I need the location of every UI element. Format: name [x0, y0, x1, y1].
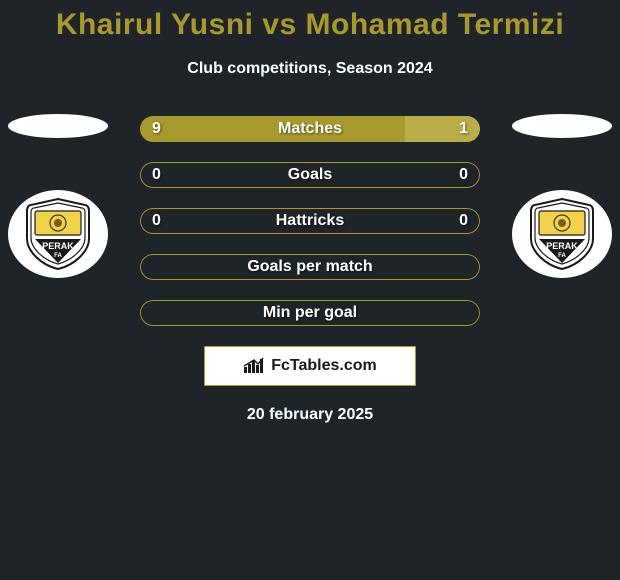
stat-label: Goals [140, 162, 480, 188]
stat-row: Goals per match [140, 254, 480, 280]
player-left-crest: PERAK FA [8, 190, 108, 278]
chart-area: PERAK FA PERAK FA M [0, 116, 620, 424]
stat-value-right: 0 [459, 162, 468, 188]
brand-text: FcTables.com [271, 357, 377, 375]
stat-value-left: 0 [152, 208, 161, 234]
player-right-dot [512, 114, 612, 138]
player-right-col: PERAK FA [512, 116, 612, 278]
stat-value-left: 9 [152, 116, 161, 142]
player-right-crest: PERAK FA [512, 190, 612, 278]
stat-row: Min per goal [140, 300, 480, 326]
brand-box: FcTables.com [204, 346, 416, 386]
stat-label: Goals per match [140, 254, 480, 280]
svg-text:PERAK: PERAK [42, 241, 74, 251]
subtitle: Club competitions, Season 2024 [0, 60, 620, 78]
svg-text:FA: FA [54, 253, 62, 259]
player-left-col: PERAK FA [8, 116, 108, 278]
comparison-card: Khairul Yusni vs Mohamad Termizi Club co… [0, 0, 620, 580]
date-text: 20 february 2025 [0, 406, 620, 424]
stat-value-right: 1 [459, 116, 468, 142]
page-title: Khairul Yusni vs Mohamad Termizi [0, 0, 620, 42]
stat-value-right: 0 [459, 208, 468, 234]
shield-icon: PERAK FA [529, 197, 595, 271]
player-left-dot [8, 114, 108, 138]
bars-icon [243, 357, 265, 375]
stat-row: Hattricks0 0 [140, 208, 480, 234]
svg-text:FA: FA [558, 253, 566, 259]
stat-row: Matches9 1 [140, 116, 480, 142]
stat-label: Hattricks [140, 208, 480, 234]
shield-icon: PERAK FA [25, 197, 91, 271]
stat-label: Matches [140, 116, 480, 142]
stat-value-left: 0 [152, 162, 161, 188]
stats-bars: Matches91Goals00Hattricks00Goals per mat… [140, 116, 480, 326]
svg-text:PERAK: PERAK [546, 241, 578, 251]
stat-row: Goals0 0 [140, 162, 480, 188]
stat-label: Min per goal [140, 300, 480, 326]
